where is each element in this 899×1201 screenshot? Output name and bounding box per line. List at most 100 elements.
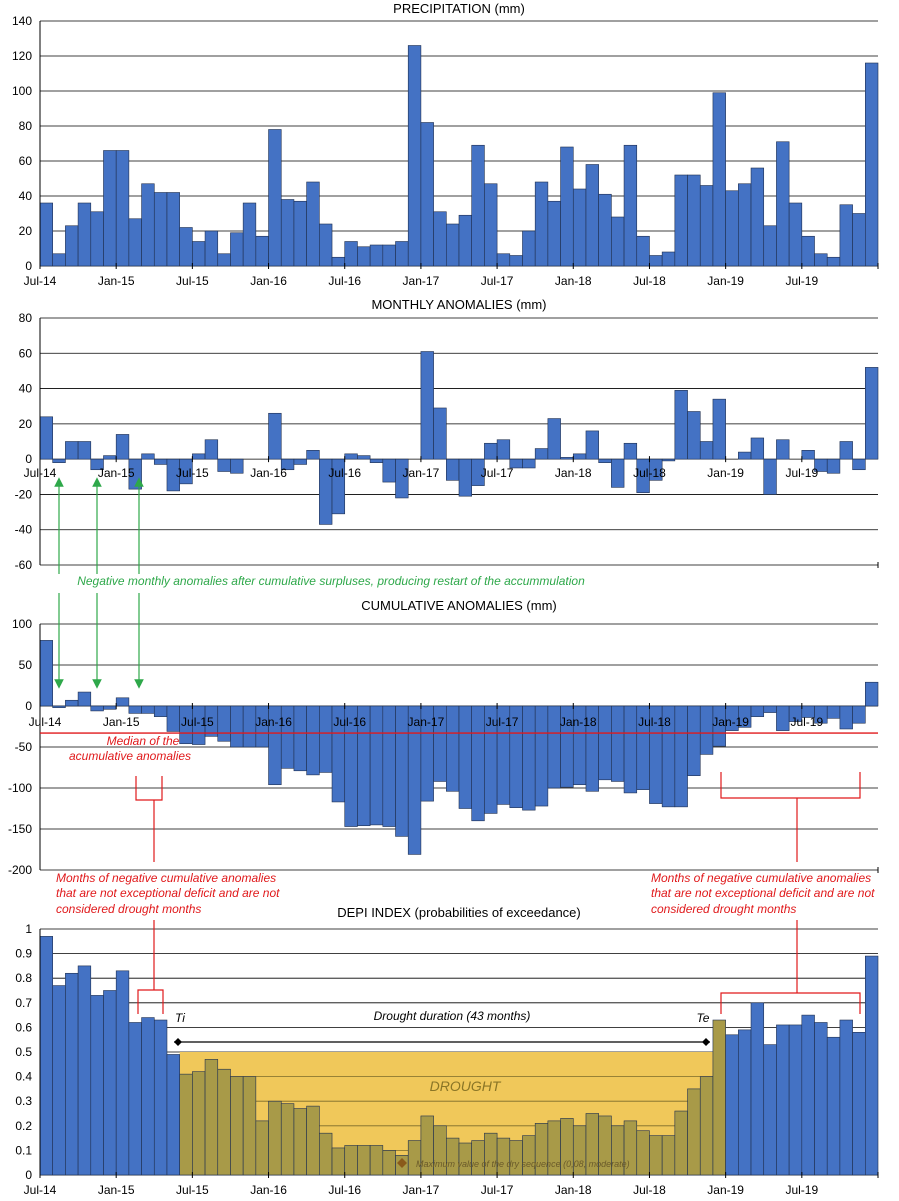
data-bar xyxy=(153,705,168,717)
x-tick-label: Jan-18 xyxy=(555,1183,592,1197)
data-bar xyxy=(280,1103,295,1176)
y-tick-label: 1 xyxy=(25,922,32,936)
data-bar xyxy=(458,458,472,497)
data-bar xyxy=(179,1073,193,1176)
data-bar xyxy=(750,705,765,717)
ti-label: Ti xyxy=(175,1011,185,1025)
data-bar xyxy=(268,129,282,267)
x-tick-label: Jan-18 xyxy=(555,466,592,480)
chart-panel-2: MONTHLY ANOMALIES (mm) -60 -40 -20 0 20 40 60 80… xyxy=(15,297,879,572)
y-tick-label: 20 xyxy=(19,224,33,238)
data-bar xyxy=(293,705,307,772)
data-bar xyxy=(65,441,79,460)
data-bar xyxy=(153,1019,168,1176)
data-bar xyxy=(306,1105,320,1176)
data-bar xyxy=(763,225,777,267)
data-bar xyxy=(636,235,650,267)
x-tick-label: Jul-17 xyxy=(481,274,514,288)
data-bar xyxy=(484,183,498,267)
data-bar xyxy=(852,458,866,471)
data-bar xyxy=(319,223,333,267)
y-tick-label: 0.1 xyxy=(15,1143,32,1157)
data-bar xyxy=(763,1044,777,1176)
y-tick-label: 0 xyxy=(25,699,32,713)
drought-end-marker xyxy=(702,1038,710,1046)
data-bar xyxy=(865,62,879,267)
data-bar xyxy=(395,705,409,837)
data-bar xyxy=(611,705,625,782)
y-tick-label: 0.3 xyxy=(15,1094,32,1108)
data-bar xyxy=(242,705,257,748)
x-tick-label: Jul-18 xyxy=(633,274,666,288)
data-bar xyxy=(699,185,714,267)
chart-title: CUMULATIVE ANOMALIES (mm) xyxy=(361,598,557,613)
data-bar xyxy=(826,256,841,267)
data-bar xyxy=(242,1076,257,1176)
x-tick-label: Jul-18 xyxy=(638,715,671,729)
data-bar xyxy=(611,458,625,488)
data-bar xyxy=(65,972,79,1176)
data-bar xyxy=(77,965,92,1176)
data-bar xyxy=(179,458,193,485)
data-bar xyxy=(776,141,790,267)
y-tick-label: 40 xyxy=(19,382,33,396)
y-tick-label: -20 xyxy=(15,487,33,501)
y-tick-label: 0 xyxy=(25,452,32,466)
data-bar xyxy=(826,458,841,474)
data-bar xyxy=(357,246,371,267)
data-bar xyxy=(306,705,320,776)
left-note-line1: Months of negative cumulative anomalies xyxy=(56,871,276,885)
y-tick-label: 0.2 xyxy=(15,1119,32,1133)
x-tick-label: Jan-18 xyxy=(555,274,592,288)
x-tick-label: Jan-15 xyxy=(98,466,135,480)
x-tick-label: Jan-17 xyxy=(403,274,440,288)
data-bar xyxy=(446,1137,460,1176)
data-bar xyxy=(801,1014,815,1176)
green-note: Negative monthly anomalies after cumulat… xyxy=(77,574,585,588)
x-tick-label: Jul-17 xyxy=(481,1183,514,1197)
y-tick-label: -50 xyxy=(15,740,33,754)
data-bar xyxy=(471,458,485,486)
data-bar xyxy=(77,691,92,707)
data-bar xyxy=(814,253,828,267)
x-tick-label: Jul-17 xyxy=(481,466,514,480)
median-label-line1: Median of the xyxy=(107,734,180,748)
data-bar xyxy=(115,150,130,267)
data-bar xyxy=(712,398,726,460)
data-bar xyxy=(458,705,472,809)
data-bar xyxy=(839,705,853,730)
data-bar xyxy=(649,255,663,267)
y-tick-label: 60 xyxy=(19,154,33,168)
data-bar xyxy=(166,192,180,267)
data-bar xyxy=(674,174,688,267)
right-note-line2: that are not exceptional deficit and are… xyxy=(651,886,875,900)
y-tick-label: -100 xyxy=(8,781,32,795)
data-bar xyxy=(522,458,536,469)
data-bar xyxy=(738,183,752,267)
data-bar xyxy=(750,437,765,460)
left-note-line3: considered drought months xyxy=(56,902,201,916)
x-tick-label: Jan-17 xyxy=(403,466,440,480)
data-bar xyxy=(839,441,853,460)
drought-start-marker xyxy=(174,1038,182,1046)
data-bar xyxy=(39,416,53,460)
x-tick-label: Jul-16 xyxy=(333,715,366,729)
data-bar xyxy=(306,450,320,460)
data-bar xyxy=(103,455,117,460)
data-bar xyxy=(90,705,104,712)
data-bar xyxy=(293,1108,307,1176)
data-bar xyxy=(344,241,358,267)
x-tick-label: Jan-17 xyxy=(408,715,445,729)
data-bar xyxy=(776,1024,790,1176)
y-tick-label: 0 xyxy=(25,259,32,273)
data-bar xyxy=(382,1150,396,1176)
data-bar xyxy=(522,1135,536,1176)
drought-duration-label: Drought duration (43 months) xyxy=(374,1009,531,1023)
data-bar xyxy=(395,241,409,267)
data-bar xyxy=(141,183,155,267)
x-tick-label: Jul-16 xyxy=(328,274,361,288)
data-bar xyxy=(496,1137,511,1176)
data-bar xyxy=(699,441,714,460)
data-bar xyxy=(865,367,879,460)
data-bar xyxy=(52,253,66,267)
